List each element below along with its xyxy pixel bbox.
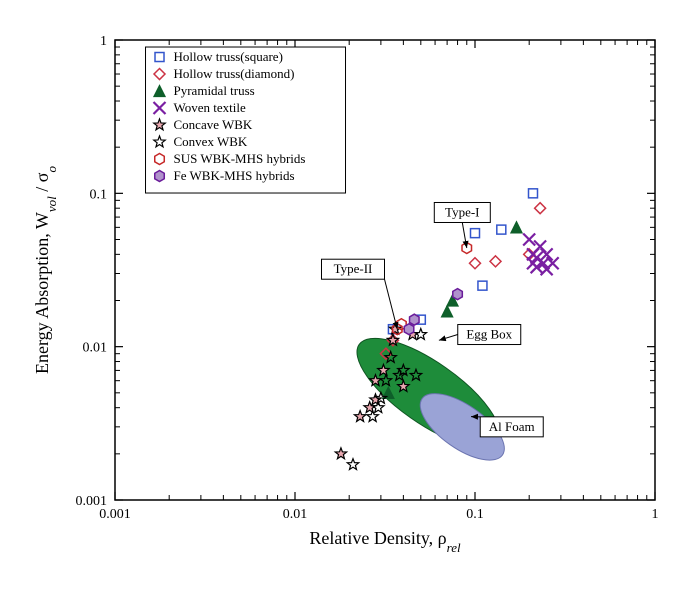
hollow_sq-point [471,229,480,238]
svg-text:0.001: 0.001 [76,494,108,509]
hollow_sq-point [497,225,506,234]
legend-marker [155,171,165,182]
annotation-text: Al Foam [489,419,535,434]
svg-text:Relative Density, ρrel: Relative Density, ρrel [309,528,461,555]
svg-text:0.01: 0.01 [83,341,108,356]
fe_wbk-point [453,289,463,300]
annotation-arrow [384,279,397,329]
pyramidal-point [442,306,453,317]
concave-point [354,411,365,422]
legend-label: Pyramidal truss [174,83,255,98]
woven-point [523,233,535,245]
legend-label: Hollow truss(diamond) [174,66,295,81]
svg-text:0.001: 0.001 [99,507,131,522]
convex-point [347,459,358,470]
svg-text:0.1: 0.1 [90,187,108,202]
svg-text:0.1: 0.1 [466,507,484,522]
annotation-text: Egg Box [466,327,512,342]
convex-point [367,411,378,422]
annotation-text: Type-II [334,261,373,276]
annotation-arrow [439,335,458,341]
legend-label: SUS WBK-MHS hybrids [174,151,306,166]
fe_wbk-point [410,314,420,325]
svg-text:0.01: 0.01 [283,507,308,522]
annotation-text: Type-I [445,204,479,219]
fe_wbk-point [404,324,414,335]
hollow_sq-point [528,189,537,198]
hollow_dm-point [490,256,501,267]
hollow_dm-point [470,258,481,269]
legend-label: Fe WBK-MHS hybrids [174,168,295,183]
legend-label: Concave WBK [174,117,253,132]
energy-absorption-chart: 0.001 0.01 0.1 1 0.001 0.01 0.1 1 Relative Densi… [20,20,675,583]
svg-text:1: 1 [652,507,659,522]
hollow_sq-point [478,281,487,290]
concave-point [335,448,346,459]
legend-label: Woven textile [174,100,246,115]
hollow_dm-point [535,203,546,214]
svg-text:1: 1 [100,34,107,49]
convex-point [415,329,426,340]
pyramidal-point [511,222,522,233]
legend-label: Convex WBK [174,134,248,149]
legend-label: Hollow truss(square) [174,49,283,64]
svg-text:Energy Absorption, Wvol / σo: Energy Absorption, Wvol / σo [32,166,59,374]
